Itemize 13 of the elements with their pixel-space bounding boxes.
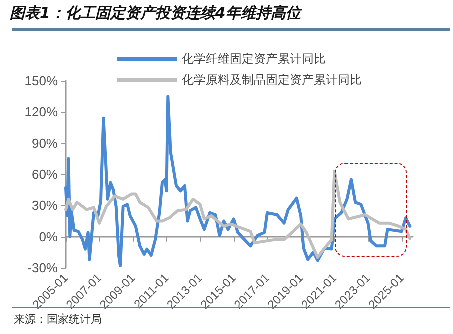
source-note: 来源：国家统计局: [14, 312, 102, 327]
chart-title: 图表1：化工固定资产投资连续4年维持高位: [10, 4, 301, 23]
legend-label: 化学纤维固定资产累计同比: [182, 52, 326, 66]
y-tick-label: 30%: [32, 198, 58, 214]
y-tick-label: 120%: [24, 104, 58, 120]
y-tick-label: 60%: [32, 167, 58, 182]
line-series: [64, 170, 412, 260]
y-tick-label: 0%: [39, 229, 58, 244]
line-series: [64, 95, 412, 268]
y-tick-label: -30%: [28, 260, 58, 276]
y-tick-label: 90%: [32, 136, 58, 151]
legend-label: 化学原料及制品固定资产累计同比: [182, 73, 362, 87]
y-tick-label: 150%: [24, 74, 58, 88]
